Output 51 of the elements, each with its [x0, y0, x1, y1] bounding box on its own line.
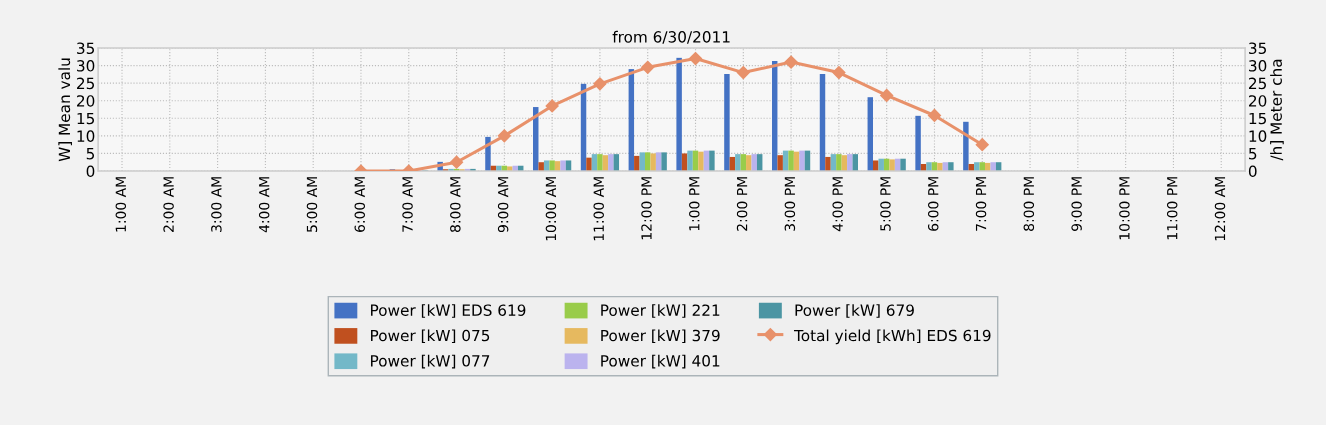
y2-tick-label: 25 — [1249, 77, 1266, 90]
x-tick-label: 8:00 AM — [450, 177, 461, 233]
legend-label: Power [kW] 077 — [371, 354, 490, 369]
x-tick-label: 11:00 AM — [593, 177, 604, 241]
x-tick-label: 4:00 PM — [832, 177, 843, 232]
x-tick-label: 12:00 PM — [641, 177, 652, 240]
x-tick-label: 2:00 AM — [163, 177, 174, 232]
x-tick-label: 10:00 AM — [545, 177, 557, 241]
legend-label: Power [kW] EDS 619 — [371, 304, 526, 318]
legend-label: Power [kW] 075 — [371, 329, 490, 344]
legend-label: Power [kW] 401 — [601, 354, 720, 369]
x-tick-label: 7:00 AM — [402, 177, 413, 232]
y2-tick-label: 20 — [1249, 95, 1267, 107]
chart-title: from 6/30/2011 — [612, 30, 730, 44]
x-tick-label: 6:00 PM — [928, 177, 939, 231]
x-tick-label: 10:00 PM — [1119, 177, 1130, 240]
x-tick-label: 3:00 PM — [784, 177, 796, 231]
y-axis-title: W] Mean valu — [58, 58, 72, 162]
y-tick-label: 25 — [77, 77, 95, 90]
x-tick-label: 6:00 AM — [354, 177, 366, 232]
y-tick-label: 10 — [77, 130, 95, 142]
x-tick-label: 1:00 AM — [115, 177, 127, 232]
x-tick-label: 3:00 AM — [211, 177, 222, 232]
legend-label: Power [kW] 379 — [601, 329, 720, 344]
legend-label: Power [kW] 679 — [795, 304, 914, 318]
y2-tick-label: 5 — [1249, 148, 1257, 160]
x-tick-label: 5:00 PM — [880, 177, 891, 231]
y-tick-label: 20 — [77, 95, 95, 107]
y-tick-label: 15 — [77, 112, 95, 125]
y2-tick-label: 10 — [1249, 130, 1267, 142]
legend-label: Total yield [kWh] EDS 619 — [793, 329, 991, 345]
y2-tick-label: 15 — [1249, 112, 1266, 125]
x-tick-label: 8:00 PM — [1023, 177, 1035, 231]
y-tick-label: 0 — [86, 165, 95, 178]
y2-tick-label: 35 — [1249, 42, 1266, 55]
legend-label: Power [kW] 221 — [601, 304, 720, 318]
y2-tick-label: 0 — [1248, 165, 1257, 178]
y2-tick-label: 30 — [1249, 60, 1267, 72]
y-tick-label: 35 — [77, 42, 95, 55]
x-tick-label: 1:00 PM — [689, 177, 700, 231]
x-tick-label: 2:00 PM — [736, 177, 748, 231]
y-tick-label: 5 — [86, 148, 95, 160]
x-tick-label: 4:00 AM — [258, 177, 270, 233]
x-tick-label: 7:00 PM — [975, 177, 987, 231]
x-tick-label: 12:00 AM — [1214, 177, 1226, 241]
x-tick-label: 5:00 AM — [306, 177, 318, 232]
y2-axis-title: /h] Meter cha — [1270, 59, 1284, 161]
x-tick-label: 9:00 PM — [1071, 177, 1082, 231]
x-tick-label: 9:00 AM — [497, 177, 509, 233]
y-tick-label: 30 — [77, 60, 95, 72]
x-tick-label: 11:00 PM — [1166, 177, 1178, 240]
